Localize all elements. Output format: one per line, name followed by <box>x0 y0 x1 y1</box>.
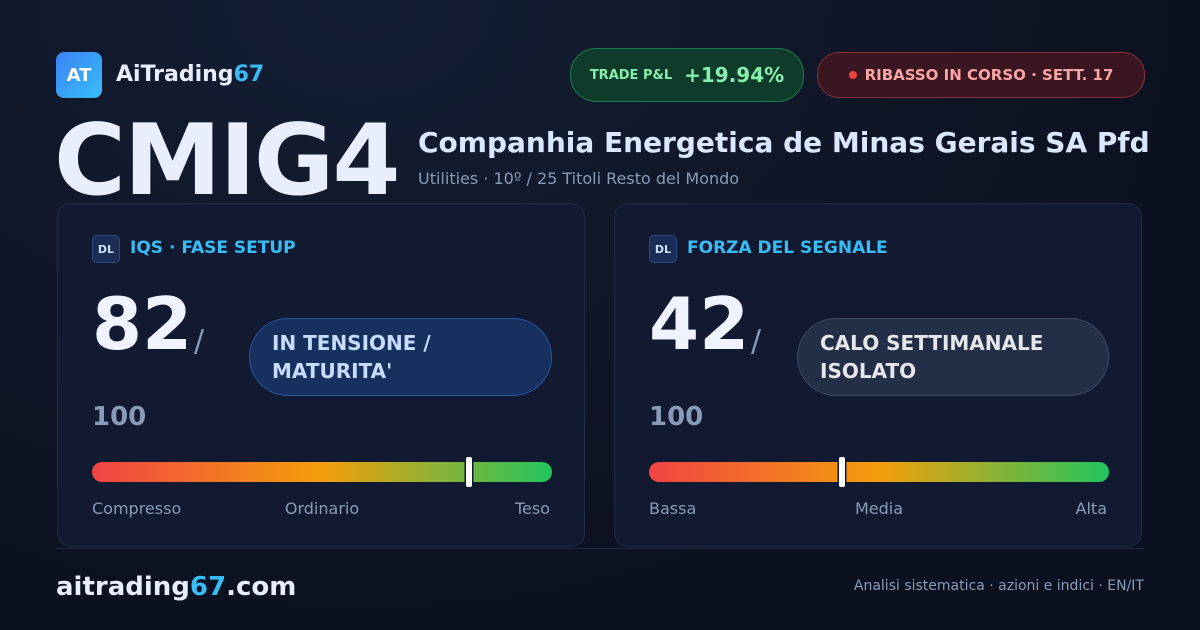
gauge <box>649 457 1109 487</box>
card-title: IQS · FASE SETUP <box>130 238 296 258</box>
site-accent: 67 <box>189 572 227 602</box>
score: 82 <box>92 282 193 366</box>
scale-label: Compresso <box>92 499 182 518</box>
scale-label: Teso <box>514 499 550 518</box>
gauge-marker <box>466 457 473 487</box>
brand-accent: 67 <box>233 62 265 87</box>
scale-label: Ordinario <box>284 499 360 518</box>
pnl-badge: TRADE P&L +19.94% <box>570 48 804 102</box>
card-badge: DL <box>92 235 120 263</box>
site-part: .com <box>226 572 297 602</box>
alert-text: RIBASSO IN CORSO · SETT. 17 <box>864 66 1114 84</box>
site: aitrading67.com <box>56 572 296 602</box>
divider <box>56 548 1144 549</box>
pnl-value: +19.94% <box>684 63 785 87</box>
card: DL FORZA DEL SEGNALE 42/ 100 CALO SETTIMANAL… <box>614 203 1142 547</box>
scale-label: Alta <box>1075 499 1107 518</box>
brand: AiTrading67 <box>116 62 264 87</box>
pnl-label: TRADE P&L <box>589 67 673 83</box>
scale-label: Bassa <box>649 499 697 518</box>
gauge-marker <box>839 457 846 487</box>
score: 42 <box>649 282 750 366</box>
ticker: CMIG4 <box>54 104 401 218</box>
card-title: FORZA DEL SEGNALE <box>687 238 888 258</box>
gauge <box>92 457 552 487</box>
scale-label: Media <box>854 499 904 518</box>
separator: / <box>194 324 205 359</box>
logo: AT <box>56 52 102 98</box>
card: DL IQS · FASE SETUP 82/ 100 IN TENSIONE / MA… <box>57 203 585 547</box>
card-badge: DL <box>649 235 677 263</box>
score-max: 100 <box>92 402 147 432</box>
status-pill: IN TENSIONE / MATURITA' <box>249 318 552 396</box>
score-max: 100 <box>649 402 704 432</box>
alert-dot <box>848 71 857 79</box>
alert-badge: RIBASSO IN CORSO · SETT. 17 <box>817 52 1145 98</box>
subtitle: Utilities · 10º / 25 Titoli Resto del Mo… <box>418 169 740 188</box>
tagline: Analisi sistematica · azioni e indici · … <box>853 578 1144 594</box>
status-pill: CALO SETTIMANALE ISOLATO <box>797 318 1109 396</box>
brand-name: AiTrading <box>116 62 234 87</box>
company: Companhia Energetica de Minas Gerais SA … <box>418 126 1150 159</box>
site-part: aitrading <box>56 572 190 602</box>
separator: / <box>751 324 762 359</box>
